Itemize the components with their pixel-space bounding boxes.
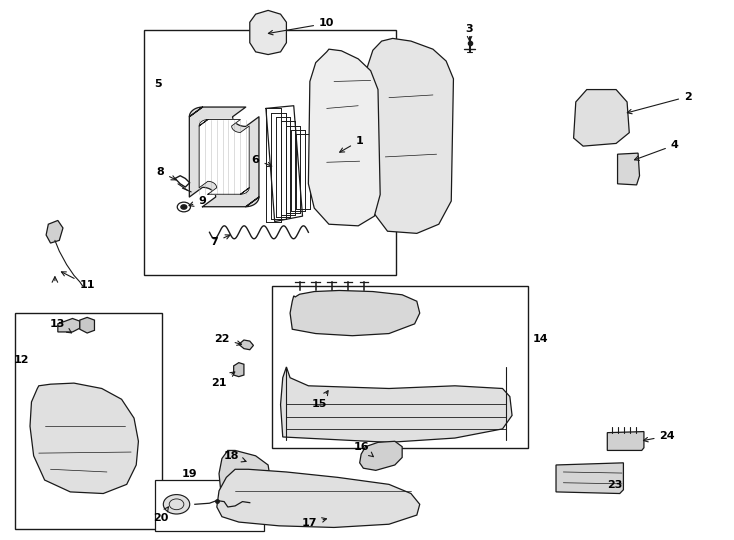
Text: 9: 9 <box>189 196 206 206</box>
Bar <box>144 30 396 275</box>
Polygon shape <box>199 119 250 194</box>
Polygon shape <box>189 107 259 207</box>
Polygon shape <box>217 469 420 528</box>
Text: 24: 24 <box>644 431 675 442</box>
Text: 17: 17 <box>302 518 327 528</box>
Polygon shape <box>80 318 95 333</box>
Polygon shape <box>30 383 139 494</box>
Polygon shape <box>46 220 63 243</box>
Polygon shape <box>366 38 454 233</box>
Bar <box>15 313 162 529</box>
Text: 14: 14 <box>533 334 548 344</box>
Text: 10: 10 <box>269 18 335 35</box>
Polygon shape <box>280 367 512 442</box>
Text: 21: 21 <box>211 372 235 388</box>
Text: 3: 3 <box>466 24 473 41</box>
Polygon shape <box>607 431 644 450</box>
Text: 22: 22 <box>214 334 241 345</box>
Circle shape <box>181 205 186 209</box>
Text: 18: 18 <box>224 451 246 462</box>
Polygon shape <box>58 319 80 332</box>
Text: 7: 7 <box>211 235 230 247</box>
Text: 13: 13 <box>50 319 71 333</box>
Circle shape <box>177 202 190 212</box>
Text: 8: 8 <box>156 167 176 180</box>
Polygon shape <box>219 450 270 501</box>
Text: 5: 5 <box>154 79 162 89</box>
Polygon shape <box>556 463 623 494</box>
Polygon shape <box>573 90 629 146</box>
Polygon shape <box>233 363 244 376</box>
Text: 16: 16 <box>353 442 374 457</box>
Polygon shape <box>360 441 402 470</box>
Circle shape <box>164 495 189 514</box>
Text: 1: 1 <box>340 136 363 152</box>
Text: 15: 15 <box>312 391 328 409</box>
Polygon shape <box>239 340 253 350</box>
Polygon shape <box>308 49 380 226</box>
Text: 23: 23 <box>607 481 622 490</box>
Text: 20: 20 <box>153 507 169 523</box>
Text: 2: 2 <box>628 92 691 114</box>
Polygon shape <box>250 10 286 55</box>
Text: 11: 11 <box>62 272 95 290</box>
Bar <box>272 286 528 448</box>
Polygon shape <box>290 291 420 336</box>
Polygon shape <box>617 153 639 185</box>
Text: 12: 12 <box>14 355 29 366</box>
Text: 4: 4 <box>634 140 679 160</box>
Bar <box>155 480 264 531</box>
Text: 19: 19 <box>182 469 197 478</box>
Text: 6: 6 <box>252 154 272 166</box>
